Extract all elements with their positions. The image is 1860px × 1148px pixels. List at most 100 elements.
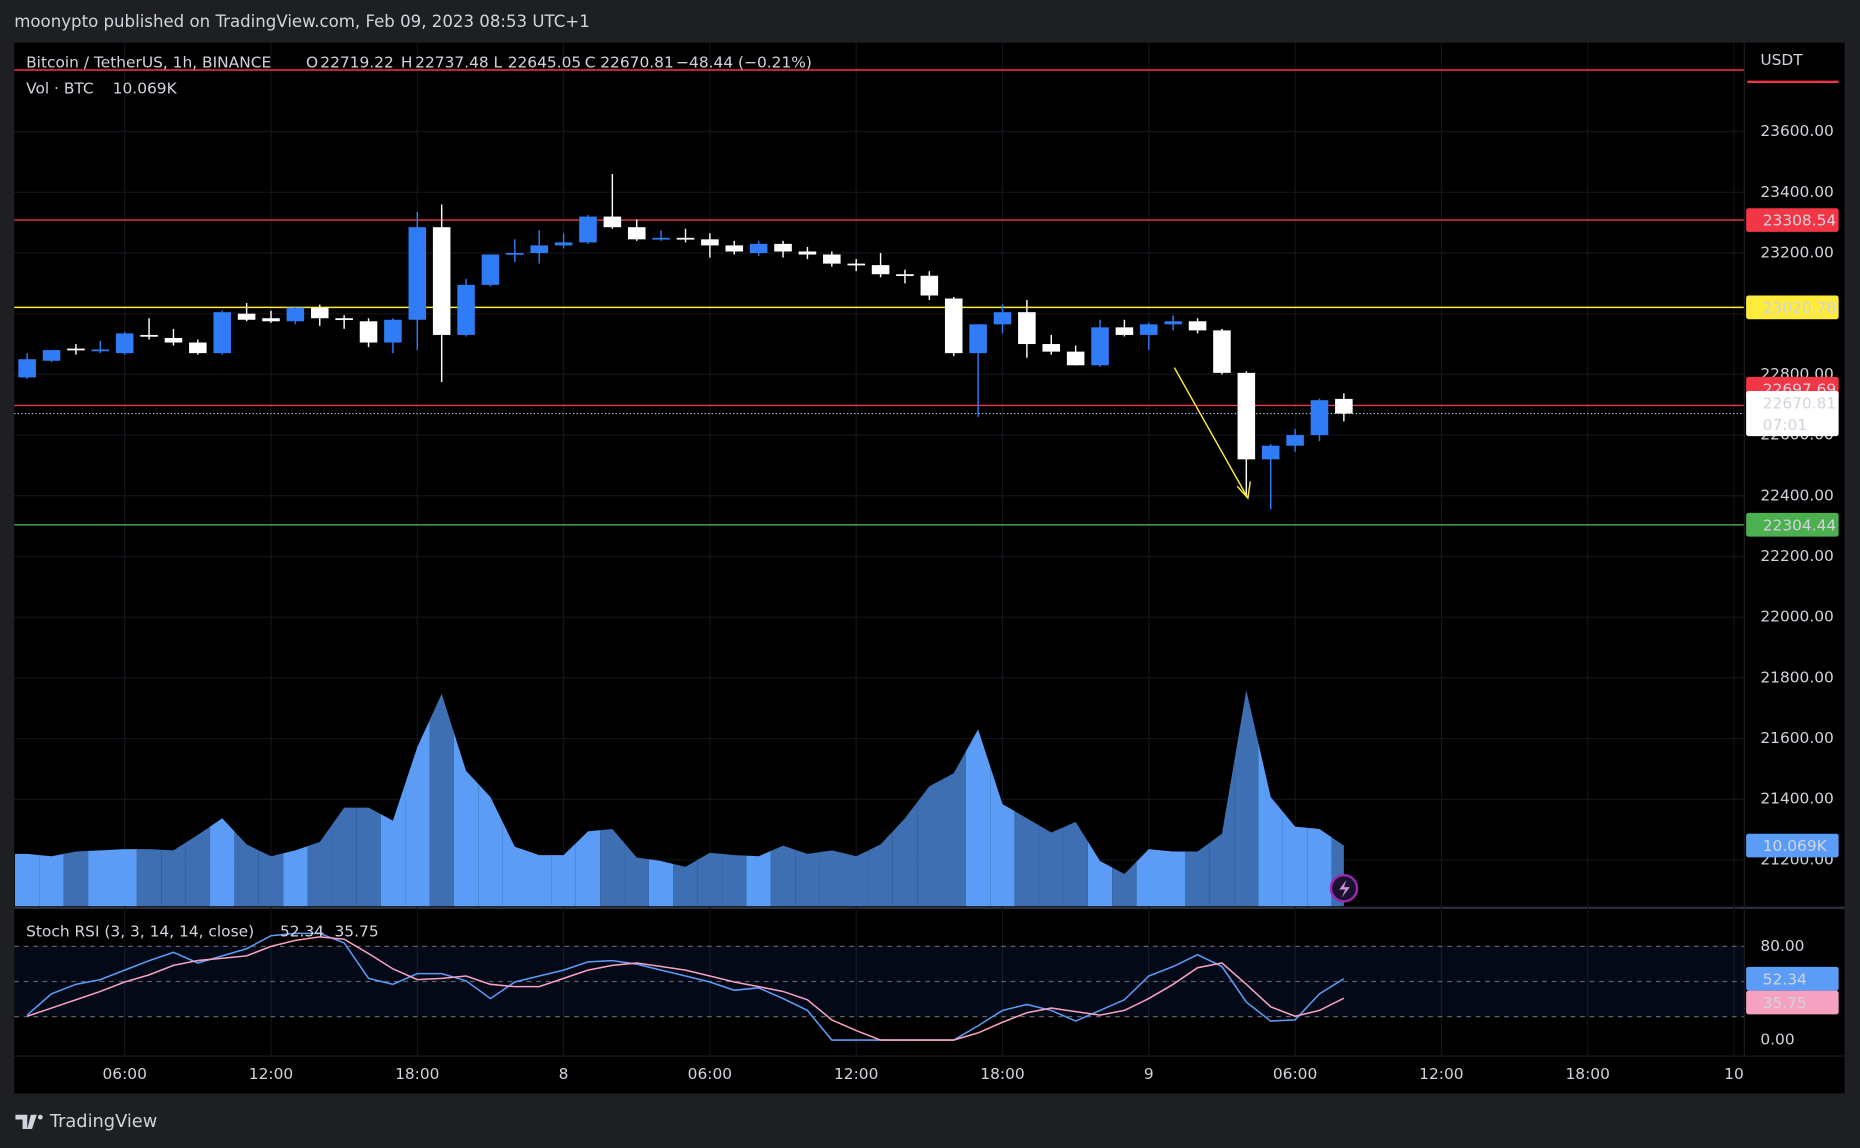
- candle-body: [42, 350, 61, 361]
- volume-area: [478, 783, 503, 907]
- volume-area: [917, 779, 942, 907]
- volume-area: [453, 732, 479, 907]
- candle-body: [1188, 321, 1207, 331]
- volume-area: [722, 853, 747, 907]
- candle-body: [1018, 312, 1036, 345]
- candle-body: [944, 298, 963, 354]
- volume-area: [88, 849, 113, 907]
- plot-layer: 06:00 12:00 18:00 8 06:00 12:00 18:00 9 06:00 12:…: [14, 42, 1834, 1083]
- candle-body: [1115, 327, 1134, 335]
- volume-area: [39, 853, 64, 907]
- y-tick-label: 22000.00: [1760, 608, 1834, 626]
- x-tick-label: 8: [559, 1065, 569, 1083]
- volume-area: [673, 859, 698, 907]
- y-tick-label: 80.00: [1760, 937, 1804, 955]
- logo-mark[interactable]: [15, 1114, 37, 1130]
- candle-body: [798, 251, 817, 255]
- candle-body: [310, 307, 329, 319]
- volume-value: 10.069K: [113, 79, 178, 97]
- volume-area: [1136, 849, 1161, 907]
- volume-area: [429, 693, 454, 907]
- candle-body: [1335, 398, 1353, 414]
- candle-body: [1091, 327, 1109, 366]
- y-tick-label: 21400.00: [1760, 790, 1834, 808]
- publisher-header: moonypto published on TradingView.com, F…: [14, 12, 590, 31]
- ohlc-label: C: [585, 53, 596, 71]
- volume-area: [746, 850, 771, 907]
- volume-area: [1014, 811, 1040, 907]
- logo-dot: [37, 1114, 43, 1120]
- replay-icon[interactable]: [1329, 874, 1359, 903]
- stoch-line: [26, 932, 1345, 1041]
- legend-layer: Bitcoin / TetherUS, 1h, BINANCE O 22719.…: [15, 51, 1839, 1132]
- candle-body: [262, 318, 280, 322]
- candle-body: [896, 274, 914, 277]
- ohlc-value: 22645.05: [508, 53, 582, 71]
- candle-body: [1164, 321, 1182, 325]
- x-tick-label: 18:00: [1565, 1065, 1609, 1083]
- candle-body: [408, 227, 427, 320]
- volume-area: [819, 850, 845, 907]
- volume-area: [136, 849, 162, 907]
- level-label: 23020.78: [1763, 299, 1837, 317]
- volume-area: [1209, 761, 1235, 907]
- candle-body: [993, 312, 1012, 325]
- y-tick-label: 21600.00: [1760, 729, 1834, 747]
- volume-area: [941, 751, 966, 907]
- candle-body: [1042, 344, 1061, 352]
- candle-body: [1286, 435, 1304, 446]
- candle-body: [67, 348, 85, 351]
- x-tick-label: 9: [1144, 1065, 1154, 1083]
- volume-area: [844, 850, 869, 907]
- candle-body: [213, 312, 232, 354]
- volume-area: [331, 807, 357, 907]
- candle-body: [91, 349, 110, 352]
- volume-area: [697, 852, 723, 907]
- candle-body: [1213, 330, 1231, 373]
- volume-area: [63, 850, 89, 907]
- volume-label: 10.069K: [1763, 837, 1828, 855]
- volume-area: [1087, 841, 1113, 907]
- y-tick-label: 21800.00: [1760, 668, 1834, 686]
- stoch-label-box: [1746, 966, 1839, 991]
- y-tick-label: 22400.00: [1760, 486, 1834, 504]
- candle-body: [1237, 372, 1256, 460]
- volume-area: [161, 842, 186, 907]
- volume-area: [624, 843, 649, 907]
- y-tick-label: 23200.00: [1760, 243, 1834, 261]
- candle-body: [725, 245, 744, 252]
- level-label-box: [1746, 208, 1839, 232]
- x-tick-label: 10: [1724, 1065, 1744, 1083]
- candle-body: [506, 252, 524, 255]
- ohlc-value: 22719.22: [320, 53, 394, 71]
- volume-area: [648, 859, 674, 907]
- volume-area: [892, 802, 918, 907]
- x-tick-label: 12:00: [249, 1065, 293, 1083]
- ohlc-label: O: [306, 53, 318, 71]
- volume-area: [527, 850, 552, 907]
- stoch-line: [26, 936, 1345, 1041]
- candle-body: [481, 254, 500, 285]
- stoch-label: 52.34: [1763, 970, 1807, 988]
- volume-area: [1234, 690, 1259, 907]
- candle-body: [774, 243, 792, 252]
- candle-body: [18, 359, 36, 378]
- x-tick-label: 12:00: [1419, 1065, 1463, 1083]
- candle-body: [140, 334, 158, 337]
- volume-area: [380, 783, 406, 907]
- brand-name[interactable]: TradingView: [49, 1111, 157, 1132]
- stoch-title: Stoch RSI (3, 3, 14, 14, close): [26, 923, 254, 941]
- stoch-label-box: [1746, 990, 1839, 1015]
- candle-body: [1140, 324, 1158, 335]
- currency-label: USDT: [1760, 51, 1803, 69]
- y-tick-label: 23400.00: [1760, 183, 1834, 201]
- candle-body: [457, 284, 475, 335]
- volume-area: [210, 818, 235, 907]
- stoch-label: 35.75: [1763, 994, 1807, 1012]
- brand-logo[interactable]: TradingView: [15, 1111, 157, 1132]
- candle-body: [676, 237, 695, 240]
- arrow-head: [1236, 481, 1251, 500]
- volume-area: [405, 720, 430, 907]
